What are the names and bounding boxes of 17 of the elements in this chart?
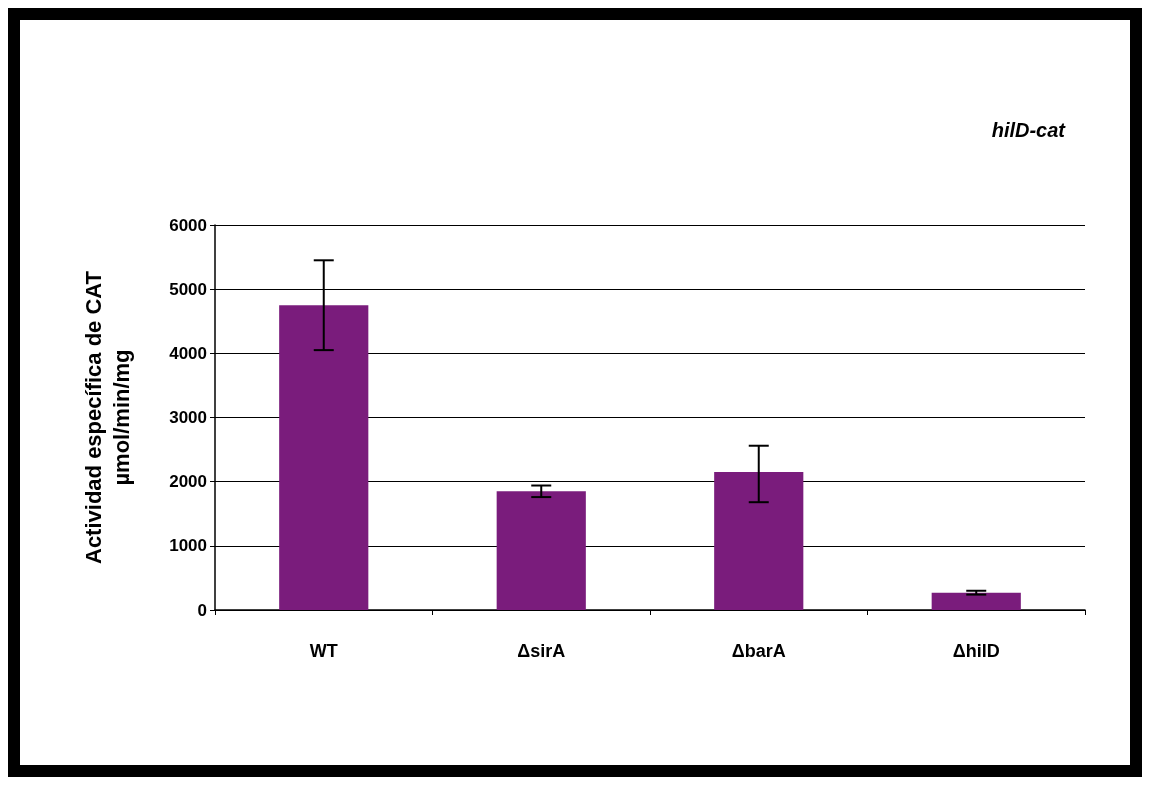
x-tick-label: WT [309,641,338,661]
chart-title: hilD-cat [991,119,1067,141]
bar [714,472,804,610]
y-axis-title: Actividad específica de CAT µmol/min/mg [80,270,134,565]
y-tick-label: 4000 [169,343,207,363]
bar [931,592,1021,610]
x-tick-label: ΔhilD [952,641,1000,661]
y-tick-label: 6000 [169,215,207,235]
x-tick-label: ΔsirA [517,641,566,661]
y-tick-label: 3000 [169,408,207,427]
y-tick-label: 1000 [169,536,207,556]
y-tick-label: 2000 [169,472,207,492]
y-tick-label: 0 [197,600,207,620]
bar [496,491,586,610]
bar [279,305,369,610]
y-tick-label: 5000 [169,279,207,299]
x-tick-label: ΔbarA [731,641,786,661]
